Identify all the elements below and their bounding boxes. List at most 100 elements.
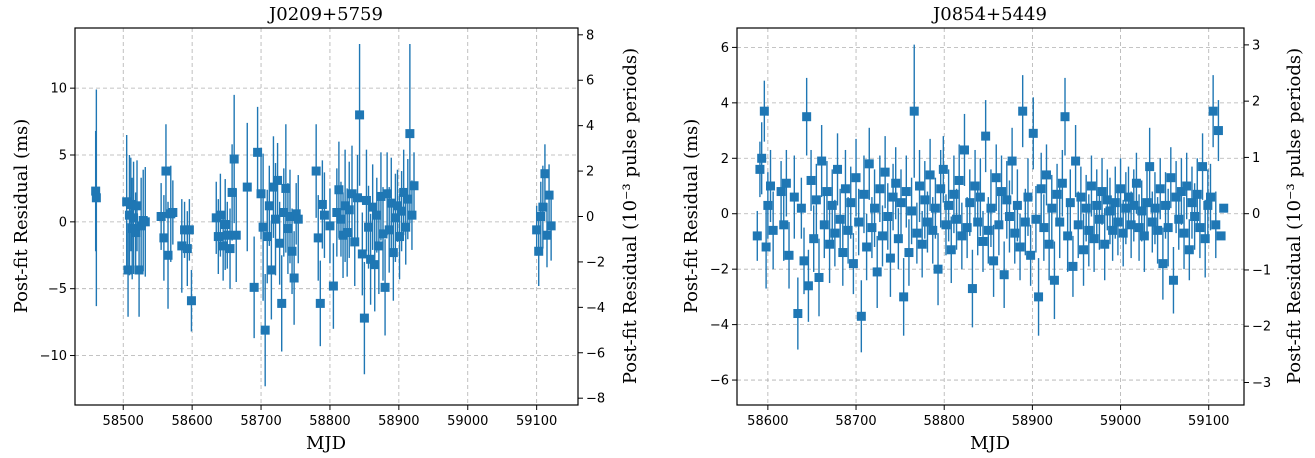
data-point [1010, 228, 1020, 238]
data-point [285, 212, 295, 221]
data-point [271, 214, 281, 224]
left-ylabel: Post-fit Residual (ms) [11, 119, 32, 314]
data-point [1129, 200, 1139, 210]
data-point [253, 147, 263, 157]
data-point [989, 256, 999, 266]
data-point [168, 207, 178, 217]
data-point [370, 260, 380, 270]
data-point [317, 199, 327, 209]
data-point [1121, 203, 1131, 213]
data-point [1134, 223, 1144, 233]
x-tick-label: 58800 [309, 414, 350, 429]
data-point [91, 193, 101, 203]
data-point [384, 225, 394, 235]
data-point [1176, 187, 1186, 197]
data-point [883, 212, 893, 221]
data-point [350, 237, 360, 247]
data-point [1198, 162, 1208, 172]
x-tick-label: 58600 [171, 414, 212, 429]
data-point [163, 250, 173, 260]
data-point [1161, 200, 1171, 210]
data-point [925, 170, 935, 180]
data-point [279, 207, 289, 217]
data-point [264, 201, 274, 211]
y-right-tick-label: −6 [586, 346, 605, 361]
data-point [1041, 170, 1051, 180]
data-point [862, 242, 872, 252]
data-point [833, 164, 843, 174]
data-point [1147, 217, 1157, 227]
data-point [156, 212, 166, 221]
data-point [1071, 156, 1081, 166]
y-right-tick-label: −3 [1252, 376, 1271, 391]
data-point [1158, 259, 1168, 269]
data-point [374, 241, 384, 251]
data-point [1079, 245, 1089, 255]
data-point [1055, 217, 1065, 227]
data-point [843, 225, 853, 235]
data-point [949, 189, 959, 199]
data-point [395, 232, 405, 242]
right-plot-frame [736, 27, 1245, 406]
data-point [959, 145, 969, 155]
data-point [342, 228, 352, 238]
data-point [920, 195, 930, 205]
data-point [368, 202, 378, 212]
data-point [134, 265, 144, 275]
data-point [999, 270, 1009, 280]
data-point [1002, 195, 1012, 205]
data-point [817, 156, 827, 166]
data-point [946, 245, 956, 255]
data-point [840, 184, 850, 194]
data-point [325, 221, 335, 231]
y-tick-label: 2 [721, 152, 729, 167]
data-point [766, 181, 776, 191]
data-point [1076, 192, 1086, 202]
x-tick-label: 58500 [103, 414, 144, 429]
data-point [407, 210, 417, 220]
data-point [129, 213, 139, 223]
y-right-tick-label: 0 [586, 210, 594, 225]
data-point [944, 200, 954, 210]
data-point [538, 202, 548, 212]
data-point [752, 231, 762, 241]
y-right-tick-label: 3 [1252, 38, 1260, 53]
data-point [928, 225, 938, 235]
data-point [397, 206, 407, 216]
data-point [220, 220, 230, 230]
data-point [768, 225, 778, 235]
data-point [319, 210, 329, 220]
y-right-tick-label: −2 [1252, 320, 1271, 335]
data-point [1015, 242, 1025, 252]
x-tick-label: 58700 [835, 414, 876, 429]
data-point [875, 184, 885, 194]
data-point [401, 222, 411, 232]
data-point [1145, 162, 1155, 172]
data-point [901, 187, 911, 197]
data-point [814, 272, 824, 282]
data-point [132, 201, 142, 211]
data-point [376, 191, 386, 201]
data-point [542, 230, 552, 240]
data-point [994, 220, 1004, 230]
data-point [1007, 156, 1017, 166]
data-point [180, 225, 190, 235]
right-title: J0854+5449 [931, 4, 1047, 25]
data-point [983, 225, 993, 235]
data-point [1116, 184, 1126, 194]
right-panel: J0854+5449 58600 58700 58800 58900 59000 5910… [681, 4, 1305, 454]
data-point [405, 129, 415, 139]
data-point [1028, 128, 1038, 138]
y-right-tick-label: −4 [586, 301, 605, 316]
y-right-tick-label: 2 [586, 165, 594, 180]
data-point [353, 193, 363, 203]
data-point [372, 210, 382, 220]
data-point [1105, 206, 1115, 216]
data-point [1102, 195, 1112, 205]
data-point [222, 230, 232, 240]
data-point [1073, 220, 1083, 230]
data-point [355, 110, 365, 120]
right-ticks: 58600 58700 58800 58900 59000 59100 −6 −4 −2 0 2 4 6… [710, 38, 1271, 429]
data-point [126, 199, 136, 209]
